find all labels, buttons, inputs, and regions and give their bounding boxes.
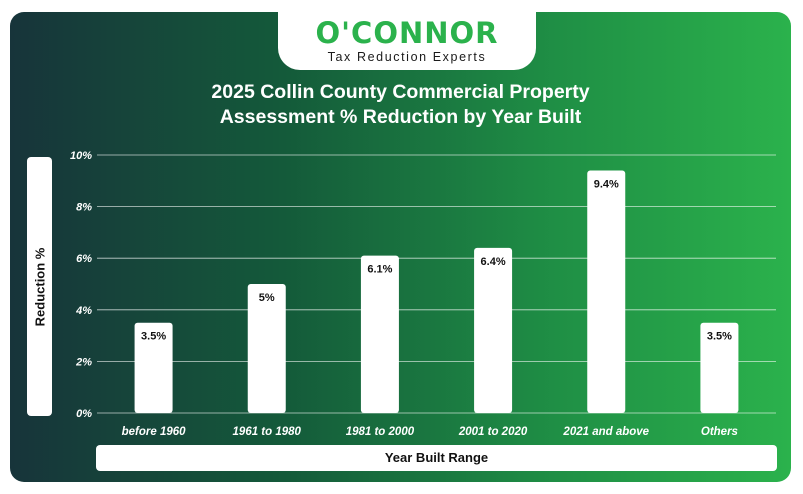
chart-title-line-2: Assessment % Reduction by Year Built: [219, 106, 582, 128]
x-tick-labels: before 1960 1961 to 1980 1981 to 2000 2001 …: [122, 426, 738, 438]
bar: [700, 322, 739, 413]
brand-tagline: Tax Reduction Experts: [327, 50, 487, 64]
x-axis-label-box: Year Built Range: [96, 445, 777, 471]
bar: [134, 322, 173, 413]
x-axis-label: Year Built Range: [384, 450, 489, 465]
bar-value-label: 3.5%: [141, 331, 166, 343]
bar: [474, 247, 513, 413]
bar: [587, 170, 626, 413]
x-tick-label: 2001 to 2020: [458, 426, 528, 438]
chart-title: 2025 Collin County Commercial Property A…: [70, 80, 731, 130]
y-tick-label: 2%: [75, 356, 92, 368]
chart-title-line-1: 2025 Collin County Commercial Property: [211, 81, 590, 103]
bar-value-label: 5%: [259, 292, 275, 304]
y-tick-labels: 0% 2% 4% 6% 8% 10%: [70, 150, 92, 420]
bar-value-labels: 3.5% 5% 6.1% 6.4% 9.4% 3.5%: [141, 178, 732, 342]
logo-tab: O'CONNOR Tax Reduction Experts: [278, 12, 536, 70]
x-tick-label: Others: [701, 426, 738, 438]
y-tick-label: 0%: [76, 408, 92, 420]
y-axis-label-box: Reduction %: [27, 157, 52, 416]
brand-logo: O'CONNOR: [315, 16, 499, 50]
y-tick-label: 8%: [76, 202, 92, 214]
y-tick-label: 10%: [70, 150, 92, 162]
bars: [134, 170, 739, 413]
bar: [247, 284, 286, 413]
bar-value-label: 3.5%: [707, 331, 732, 343]
bar-value-label: 6.1%: [367, 264, 392, 276]
chart-card: O'CONNOR Tax Reduction Experts 2025 Coll…: [10, 12, 791, 482]
x-tick-label: 1961 to 1980: [233, 426, 302, 438]
bar: [360, 255, 399, 413]
x-tick-label: 1981 to 2000: [346, 426, 415, 438]
bar-value-label: 9.4%: [594, 178, 619, 190]
grid-lines: [97, 154, 776, 414]
x-tick-label: 2021 and above: [562, 426, 649, 438]
x-tick-label: before 1960: [122, 426, 187, 438]
bar-value-label: 6.4%: [481, 256, 506, 268]
y-tick-label: 6%: [76, 253, 92, 265]
y-tick-label: 4%: [75, 305, 92, 317]
bar-chart-plot: 0% 2% 4% 6% 8% 10% 3.5% 5% 6.1% 6.4% 9.4% 3.5% bef…: [70, 150, 776, 438]
